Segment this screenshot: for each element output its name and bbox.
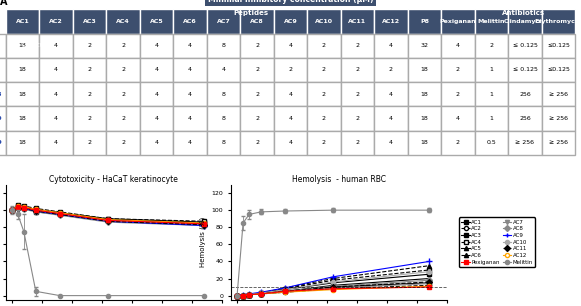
Legend: AC1, AC2, AC3, AC4, AC5, AC6, Pexiganan, AC7, AC8, AC9, AC10, AC11, AC12, Melitt: AC1, AC2, AC3, AC4, AC5, AC6, Pexiganan,… — [459, 218, 535, 267]
Text: A: A — [0, 0, 8, 7]
Text: Antibiotics: Antibiotics — [503, 10, 546, 16]
Text: Peptides: Peptides — [233, 10, 268, 16]
Text: Minimal Inhibitory concentration (μM): Minimal Inhibitory concentration (μM) — [208, 0, 373, 4]
Title: Hemolysis  - human RBC: Hemolysis - human RBC — [292, 175, 386, 184]
Y-axis label: Hemolysis (%): Hemolysis (%) — [200, 217, 206, 267]
Text: C. acnes: C. acnes — [22, 42, 52, 48]
Title: Cytotoxicity - HaCaT keratinocyte: Cytotoxicity - HaCaT keratinocyte — [49, 175, 178, 184]
